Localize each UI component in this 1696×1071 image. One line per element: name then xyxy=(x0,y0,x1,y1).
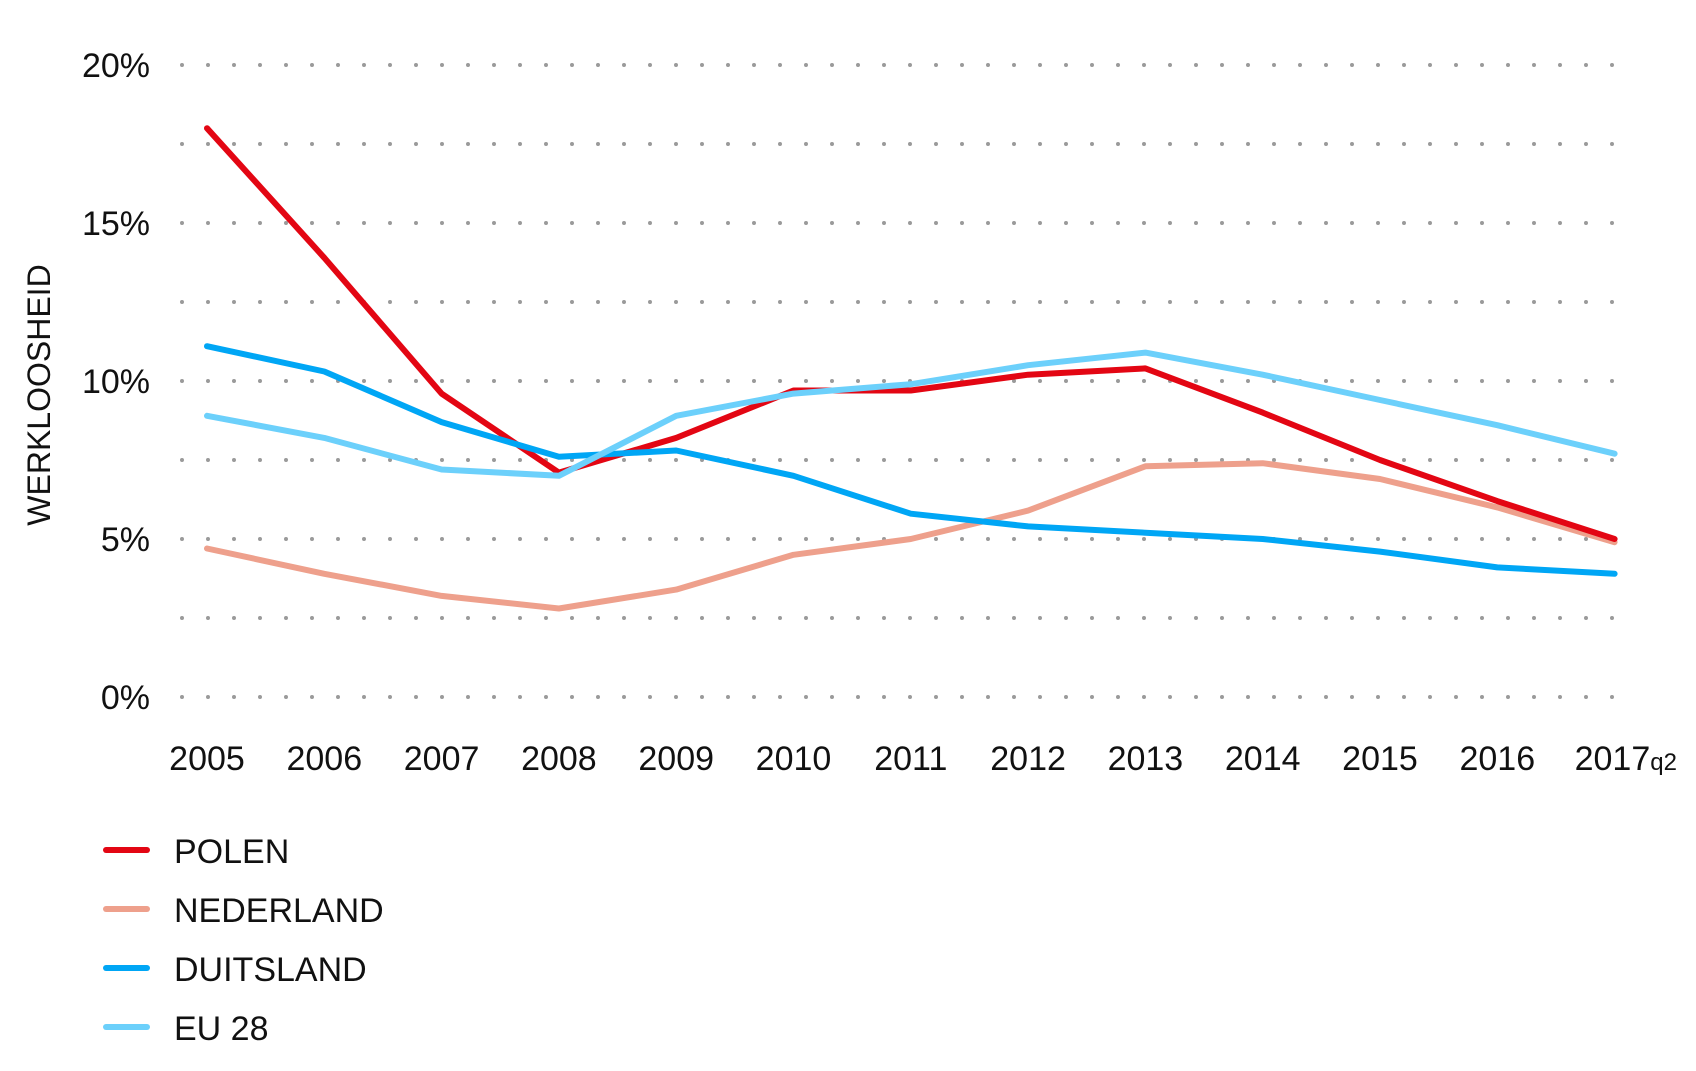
legend-label: EU 28 xyxy=(174,1010,269,1048)
x-tick-label: 2006 xyxy=(286,740,362,778)
y-axis-ticks: 0% 5% 10% 15% 20% xyxy=(82,47,150,717)
x-tick-label: 2015 xyxy=(1342,740,1418,778)
series-lines xyxy=(204,125,1618,612)
legend-label: DUITSLAND xyxy=(174,951,367,989)
gridlines xyxy=(180,63,1624,699)
legend-label: POLEN xyxy=(174,833,289,871)
y-tick-label: 20% xyxy=(82,47,150,85)
x-tick-label: 2007 xyxy=(404,740,480,778)
y-tick-label: 5% xyxy=(101,521,150,559)
y-tick-label: 15% xyxy=(82,205,150,243)
x-tick-label: 2008 xyxy=(521,740,597,778)
legend-label: NEDERLAND xyxy=(174,892,384,930)
series-line-eu-28 xyxy=(204,349,1618,479)
series-line-nederland xyxy=(204,460,1618,612)
x-tick-suffix: q2 xyxy=(1650,749,1677,776)
x-axis-ticks: 2005 2006 2007 2008 2009 2010 2011 2012 2013 2014… xyxy=(169,740,1677,778)
x-tick-label: 2016 xyxy=(1459,740,1535,778)
y-tick-label: 0% xyxy=(101,679,150,717)
x-tick-label: 2011 xyxy=(874,740,947,778)
x-tick-label: 2017q2 xyxy=(1575,740,1677,778)
x-tick-label: 2012 xyxy=(990,740,1066,778)
x-tick-label: 2009 xyxy=(638,740,714,778)
x-tick-label: 2014 xyxy=(1225,740,1301,778)
x-tick-label: 2010 xyxy=(756,740,832,778)
series-line-duitsland xyxy=(204,343,1618,577)
legend: POLEN NEDERLAND DUITSLAND EU 28 xyxy=(103,833,384,1048)
y-tick-label: 10% xyxy=(82,363,150,401)
y-axis-label: WERKLOOSHEID xyxy=(21,264,57,525)
x-tick-label: 2013 xyxy=(1108,740,1184,778)
x-tick-label: 2005 xyxy=(169,740,245,778)
series-line-polen xyxy=(204,125,1618,542)
